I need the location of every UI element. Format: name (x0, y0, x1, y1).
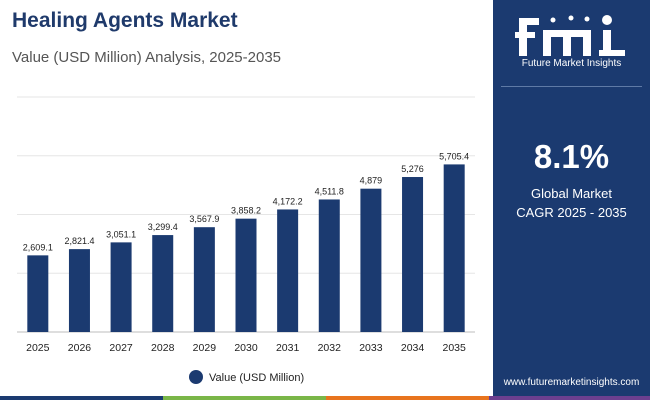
data-label: 3,299.4 (148, 222, 178, 232)
legend-label: Value (USD Million) (209, 372, 304, 384)
logo-text: Future Market Insights (521, 58, 622, 69)
bar (443, 164, 465, 332)
sidebar-divider (501, 86, 642, 87)
bar (235, 218, 257, 332)
x-tick-label: 2033 (359, 342, 383, 354)
website-url[interactable]: www.futuremarketinsights.com (503, 377, 640, 388)
footer-strip-blue (0, 396, 163, 400)
legend-marker (189, 370, 203, 384)
data-label: 3,858.2 (231, 206, 261, 216)
footer-strip-purple (489, 396, 650, 400)
data-label: 2,821.4 (64, 236, 94, 246)
page-subtitle: Value (USD Million) Analysis, 2025-2035 (12, 49, 282, 66)
data-label: 4,172.2 (273, 196, 303, 206)
bar (277, 209, 299, 332)
x-tick-label: 2031 (276, 342, 300, 354)
data-label: 5,705.4 (439, 151, 469, 161)
sidebar-panel: Future Market Insights 8.1% Global Marke… (493, 0, 650, 400)
bar (110, 242, 132, 332)
bar (193, 227, 215, 332)
data-label: 3,567.9 (189, 214, 219, 224)
data-label: 3,051.1 (106, 229, 136, 239)
footer-strip-orange (326, 396, 489, 400)
x-tick-label: 2027 (109, 342, 133, 354)
footer-strip-green (163, 396, 326, 400)
x-tick-label: 2029 (193, 342, 217, 354)
data-label: 2,609.1 (23, 242, 53, 252)
bar (402, 177, 424, 332)
bar (318, 199, 340, 332)
data-label: 4,511.8 (315, 186, 344, 196)
x-tick-label: 2025 (26, 342, 50, 354)
bar (68, 249, 90, 332)
cagr-label-line1: Global Market (531, 186, 612, 201)
bar (360, 188, 382, 332)
cagr-label-line2: CAGR 2025 - 2035 (516, 205, 627, 220)
x-tick-label: 2026 (68, 342, 92, 354)
page-title: Healing Agents Market (12, 9, 238, 32)
bar (27, 255, 49, 332)
x-tick-label: 2035 (443, 342, 467, 354)
bar-chart: 2,609.1 2025 2,821.4 2026 3,051.1 2027 3,299.4… (17, 96, 475, 384)
x-tick-label: 2032 (318, 342, 342, 354)
bar (152, 235, 174, 332)
x-tick-label: 2028 (151, 342, 175, 354)
cagr-value: 8.1% (533, 138, 610, 175)
x-tick-label: 2030 (234, 342, 258, 354)
data-label: 5,276 (401, 164, 424, 174)
x-tick-label: 2034 (401, 342, 425, 354)
data-label: 4,879 (360, 176, 383, 186)
fmi-logo (515, 14, 625, 56)
